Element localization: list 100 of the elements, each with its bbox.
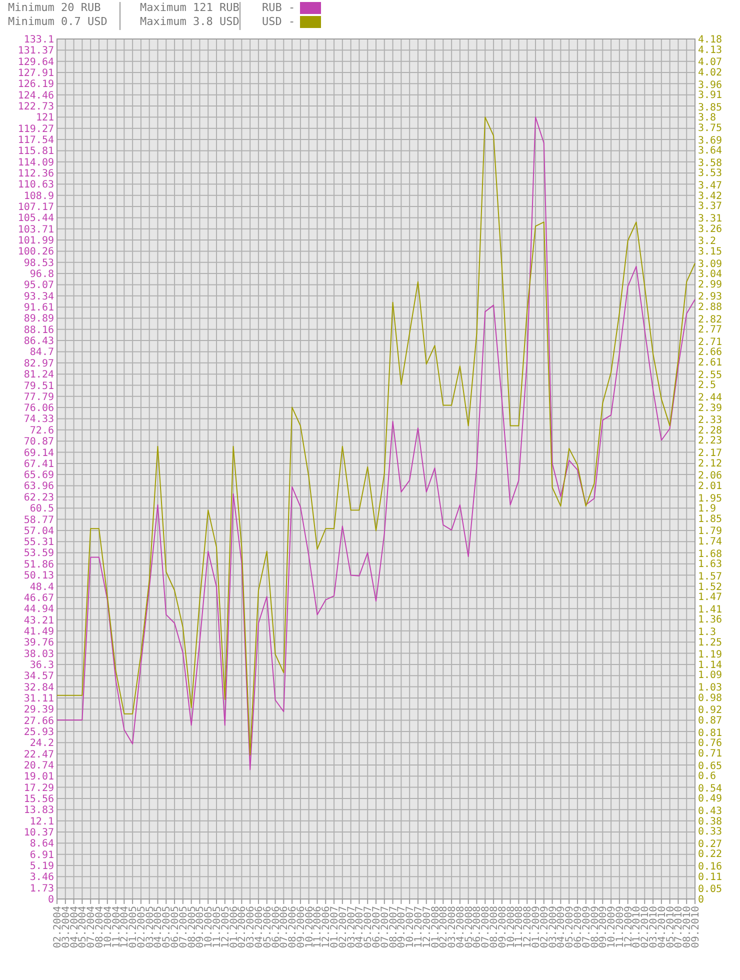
y2-tick-label: 3.15: [698, 246, 722, 258]
y2-tick-label: 0.38: [698, 816, 722, 828]
y2-tick-label: 2.44: [698, 392, 722, 404]
y2-tick-label: 1.14: [698, 660, 722, 671]
y2-tick-label: 2.66: [698, 347, 722, 358]
y-tick-label: 114.09: [18, 157, 54, 168]
y2-tick-label: 1.95: [698, 493, 722, 504]
y2-tick-label: 3.8: [698, 112, 716, 124]
y-tick-label: 29.39: [24, 704, 54, 716]
y-tick-label: 103.71: [18, 224, 54, 236]
y2-tick-label: 3.75: [698, 122, 722, 134]
y2-tick-label: 2.17: [698, 448, 722, 460]
y2-tick-label: 2.61: [698, 358, 722, 369]
y-tick-label: 115.81: [18, 146, 54, 158]
y2-tick-label: 0.43: [698, 806, 722, 818]
y2-tick-label: 3.58: [698, 158, 722, 169]
y-tick-label: 74.33: [24, 414, 54, 426]
y-tick-label: 17.29: [24, 782, 54, 794]
text: Maximum 3.8 USD: [140, 15, 240, 28]
y2-tick-label: 1.25: [698, 637, 722, 648]
y-tick-label: 76.06: [24, 403, 54, 414]
y2-tick-label: 1.68: [698, 548, 722, 560]
text: Minimum 20 RUB: [8, 1, 102, 14]
y2-tick-label: 0.6: [698, 771, 716, 782]
y-tick-label: 13.83: [24, 805, 54, 816]
y2-tick-label: 0.81: [698, 728, 722, 739]
y2-tick-label: 0.87: [698, 716, 722, 727]
y2-tick-label: 3.85: [698, 102, 722, 114]
y-tick-label: 105.44: [18, 213, 54, 224]
y2-tick-label: 1.03: [698, 682, 722, 694]
y2-tick-label: 0.11: [698, 872, 722, 883]
y2-tick-label: 0.92: [698, 705, 722, 716]
y-tick-label: 62.23: [24, 492, 54, 504]
y2-tick-label: 3.64: [698, 146, 722, 157]
y2-tick-label: 1.19: [698, 650, 722, 661]
y2-tick-label: 3.31: [698, 213, 722, 224]
y-tick-label: 101.99: [18, 236, 54, 247]
y2-tick-label: 0.22: [698, 849, 722, 860]
y2-tick-label: 3.2: [698, 236, 716, 248]
y2-tick-label: 1.52: [698, 582, 722, 593]
x-tick-label: 09.2010: [690, 906, 702, 948]
y-tick-label: 48.4: [30, 582, 54, 593]
y-tick-label: 110.63: [18, 180, 54, 191]
y-tick-label: 86.43: [24, 336, 54, 348]
y2-tick-label: 3.09: [698, 258, 722, 270]
y2-tick-label: 4.13: [698, 44, 722, 56]
y2-tick-label: 3.69: [698, 135, 722, 146]
y2-tick-label: 2.06: [698, 470, 722, 482]
y-tick-label: 96.8: [30, 269, 54, 280]
y-tick-label: 43.21: [24, 615, 54, 626]
y2-tick-label: 2.55: [698, 370, 722, 381]
y2-tick-label: 2.28: [698, 425, 722, 436]
y-tick-label: 32.84: [24, 682, 54, 694]
y-tick-label: 6.91: [30, 850, 54, 861]
y-tick-label: 12.1: [30, 816, 54, 828]
y2-tick-label: 1.41: [698, 604, 722, 616]
y2-tick-label: 0.71: [698, 748, 722, 760]
y2-tick-label: 3.53: [698, 168, 722, 180]
y2-tick-label: 3.91: [698, 90, 722, 102]
y2-tick-label: 3.04: [698, 269, 722, 280]
y2-tick-label: 1.09: [698, 670, 722, 682]
y-tick-label: 41.49: [24, 626, 54, 638]
y-tick-label: 22.47: [24, 749, 54, 760]
y-tick-label: 44.94: [24, 604, 54, 616]
y-tick-label: 0: [48, 894, 54, 906]
y2-tick-label: 2.88: [698, 302, 722, 313]
y-tick-label: 127.91: [18, 68, 54, 80]
y2-tick-label: 2.5: [698, 380, 716, 392]
y-tick-label: 122.73: [18, 102, 54, 113]
y-tick-label: 72.6: [30, 425, 54, 436]
y2-tick-label: 3.37: [698, 201, 722, 212]
y-tick-label: 84.7: [30, 347, 54, 358]
y-tick-label: 46.67: [24, 592, 54, 604]
y2-tick-label: 0.65: [698, 760, 722, 772]
y-tick-label: 108.9: [24, 190, 54, 202]
y-tick-label: 93.34: [24, 291, 54, 302]
y2-tick-label: 4.18: [698, 34, 722, 46]
y2-tick-label: 0: [698, 894, 704, 906]
y-tick-label: 58.77: [24, 514, 54, 526]
y-tick-label: 88.16: [24, 324, 54, 336]
y2-tick-label: 1.9: [698, 504, 716, 515]
y2-tick-label: 0.05: [698, 884, 722, 896]
y2-tick-label: 0.98: [698, 692, 722, 704]
y-tick-label: 53.59: [24, 548, 54, 560]
y-tick-label: 27.66: [24, 716, 54, 727]
y2-tick-label: 3.96: [698, 80, 722, 91]
y2-tick-label: 0.76: [698, 738, 722, 750]
y-tick-label: 3.46: [30, 872, 54, 884]
y2-tick-label: 1.57: [698, 571, 722, 582]
y-tick-label: 69.14: [24, 448, 54, 459]
y-tick-label: 34.57: [24, 671, 54, 682]
y2-tick-label: 2.39: [698, 402, 722, 414]
y-tick-label: 133.1: [24, 34, 54, 46]
y-tick-label: 65.69: [24, 470, 54, 482]
y-tick-label: 63.96: [24, 481, 54, 492]
y-tick-label: 124.46: [18, 90, 54, 102]
y-tick-label: 5.19: [30, 860, 54, 872]
y-tick-label: 98.53: [24, 258, 54, 269]
y-tick-label: 36.3: [30, 660, 54, 671]
y2-tick-label: 3.47: [698, 180, 722, 192]
